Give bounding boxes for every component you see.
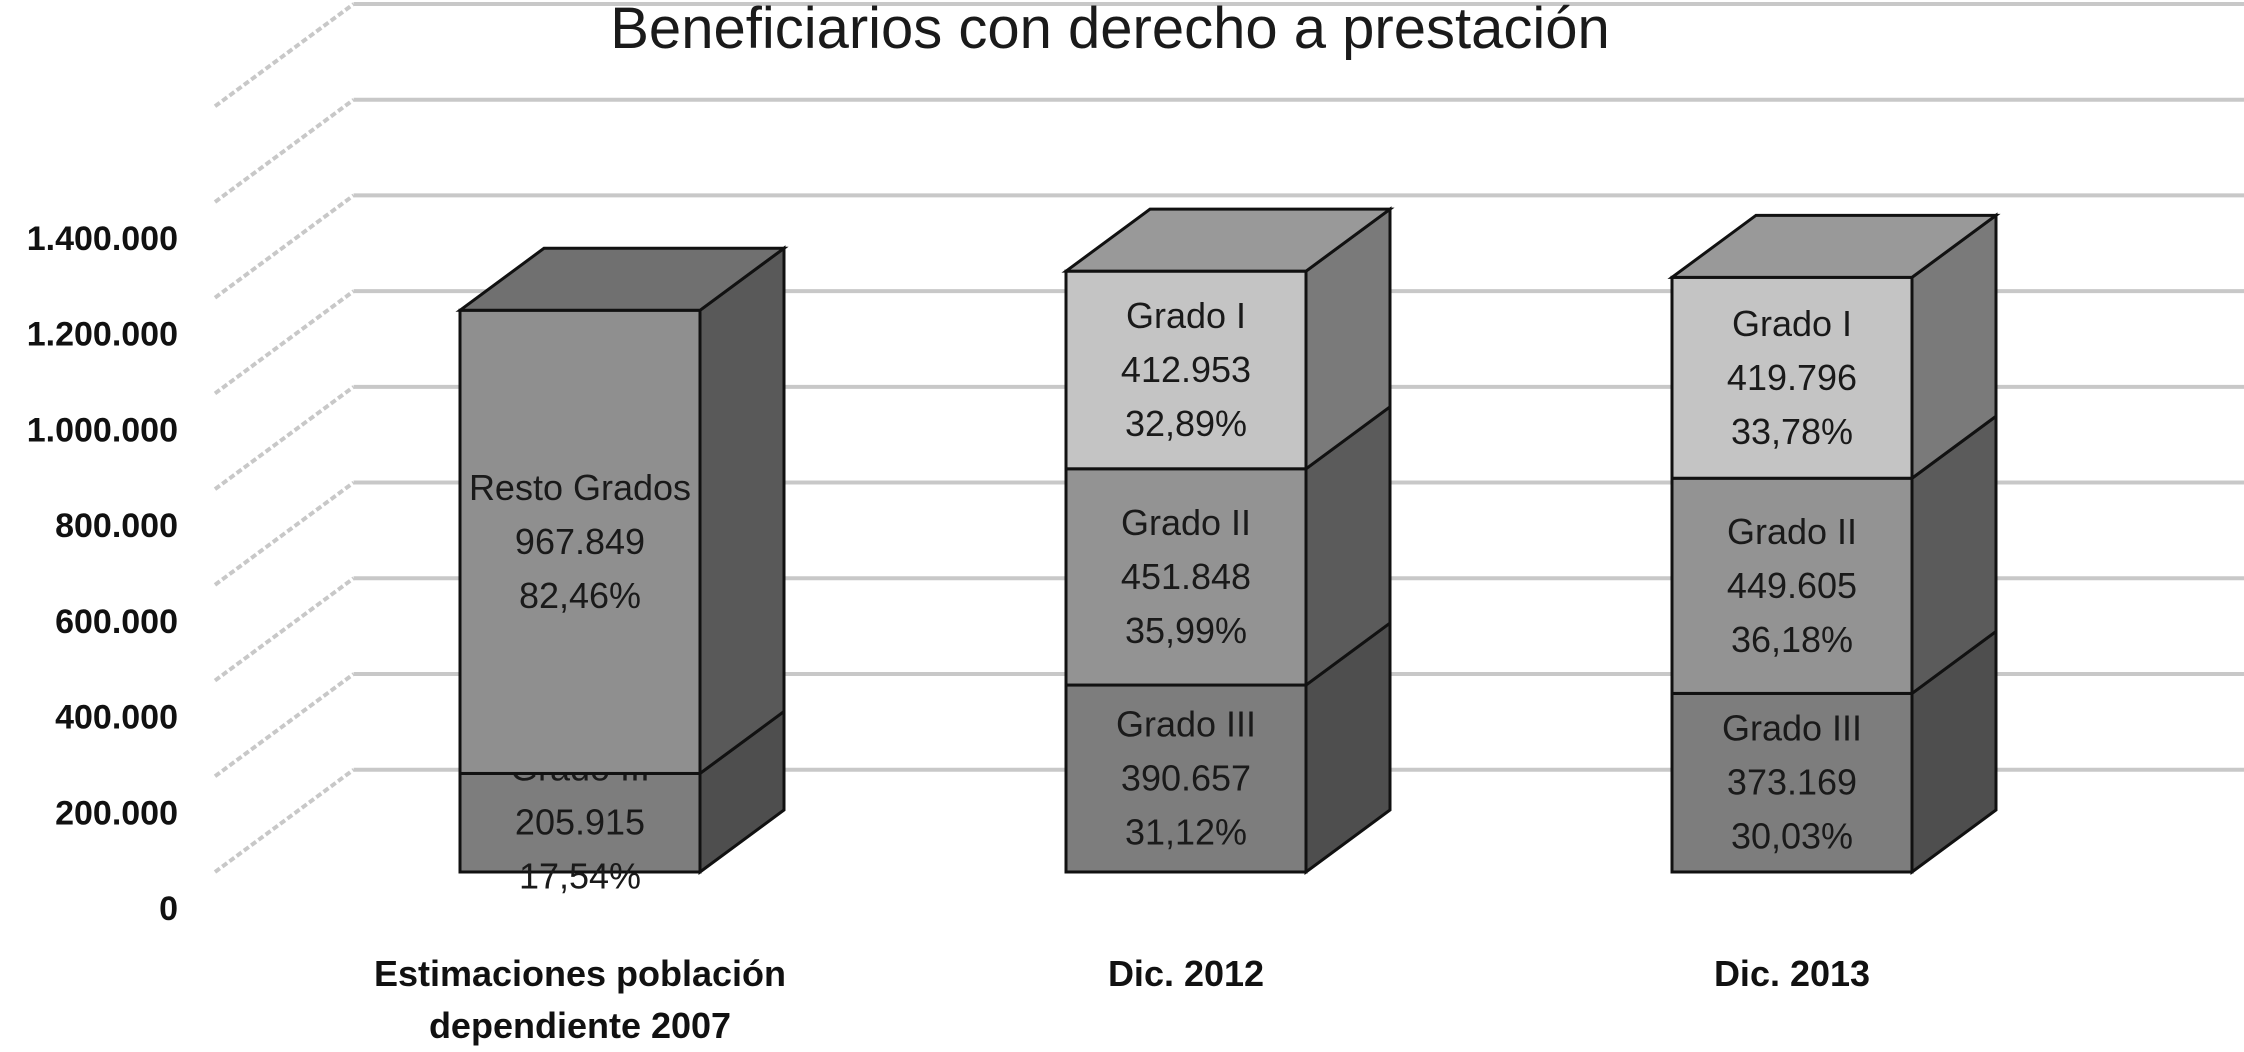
y-axis-ticks: 0 200.000 400.000 600.000 800.000 1.000.000 1.… xyxy=(27,220,178,928)
segment-value-label: 419.796 xyxy=(1727,357,1857,398)
bar-segment xyxy=(1670,691,1914,874)
x-tick-label: dependiente 2007 xyxy=(429,1005,731,1046)
segment-value-label: 449.605 xyxy=(1727,565,1857,606)
segment-value-label: 967.849 xyxy=(515,521,645,562)
bar-top xyxy=(1667,213,2001,279)
segment-percent-label: 82,46% xyxy=(519,575,641,616)
segment-name-label: Grado III xyxy=(1116,704,1256,745)
x-axis-ticks: Estimaciones población dependiente 2007 Di… xyxy=(374,953,1870,1046)
gridline-side xyxy=(213,768,355,874)
segment-value-label: 412.953 xyxy=(1121,349,1251,390)
bar-segment xyxy=(1064,467,1308,687)
segment-name-label: Grado II xyxy=(1121,502,1251,543)
gridline-side xyxy=(213,193,355,300)
bar-stack: Grado III 390.657 31,12% Grado II 451.848 35,… xyxy=(1061,206,1395,875)
bar-segment xyxy=(1064,269,1308,471)
gridline-side xyxy=(213,2,355,108)
x-tick-label: Dic. 2012 xyxy=(1108,953,1264,994)
segment-name-label: Grado I xyxy=(1126,295,1246,336)
segment-percent-label: 35,99% xyxy=(1125,610,1247,651)
gridline-side xyxy=(213,672,355,778)
x-tick-label: Dic. 2013 xyxy=(1714,953,1870,994)
x-tick-label: Estimaciones población xyxy=(374,953,786,994)
segment-value-label: 205.915 xyxy=(515,802,645,843)
chart-title: Beneficiarios con derecho a prestación xyxy=(610,0,1609,61)
y-tick-label: 1.000.000 xyxy=(27,411,178,449)
y-tick-label: 1.400.000 xyxy=(27,220,178,258)
segment-percent-label: 36,18% xyxy=(1731,619,1853,660)
y-tick-label: 200.000 xyxy=(55,794,178,832)
segment-percent-label: 33,78% xyxy=(1731,411,1853,452)
segment-percent-label: 31,12% xyxy=(1125,812,1247,853)
y-tick-label: 0 xyxy=(159,890,178,928)
y-tick-label: 600.000 xyxy=(55,603,178,641)
segment-value-label: 390.657 xyxy=(1121,758,1251,799)
segment-percent-label: 17,54% xyxy=(519,856,641,897)
segment-name-label: Grado II xyxy=(1727,511,1857,552)
segment-percent-label: 32,89% xyxy=(1125,403,1247,444)
bar-segment xyxy=(458,771,702,874)
y-tick-label: 800.000 xyxy=(55,507,178,545)
gridline-side xyxy=(213,576,355,683)
bar-segment xyxy=(458,308,702,775)
bar-top xyxy=(1061,207,1395,273)
gridline-side xyxy=(213,385,355,491)
segment-name-label: Resto Grados xyxy=(469,467,691,508)
y-tick-label: 400.000 xyxy=(55,699,178,737)
segment-percent-label: 30,03% xyxy=(1731,816,1853,857)
segment-value-label: 373.169 xyxy=(1727,762,1857,803)
segment-value-label: 451.848 xyxy=(1121,556,1251,597)
segment-name-label: Grado III xyxy=(1722,708,1862,749)
bars: Grado III 205.915 17,54% Resto Grados 967.84… xyxy=(455,206,2001,897)
bar-segment xyxy=(1670,476,1914,695)
segment-name-label: Grado I xyxy=(1732,303,1852,344)
gridline-side xyxy=(213,98,355,204)
bar-segment-side xyxy=(698,245,786,777)
bar-top xyxy=(455,246,789,312)
bar-stack: Grado III 373.169 30,03% Grado II 449.605 36,… xyxy=(1667,212,2001,875)
gridline-side xyxy=(213,289,355,396)
y-tick-label: 1.200.000 xyxy=(27,316,178,354)
gridline-side xyxy=(213,480,355,587)
